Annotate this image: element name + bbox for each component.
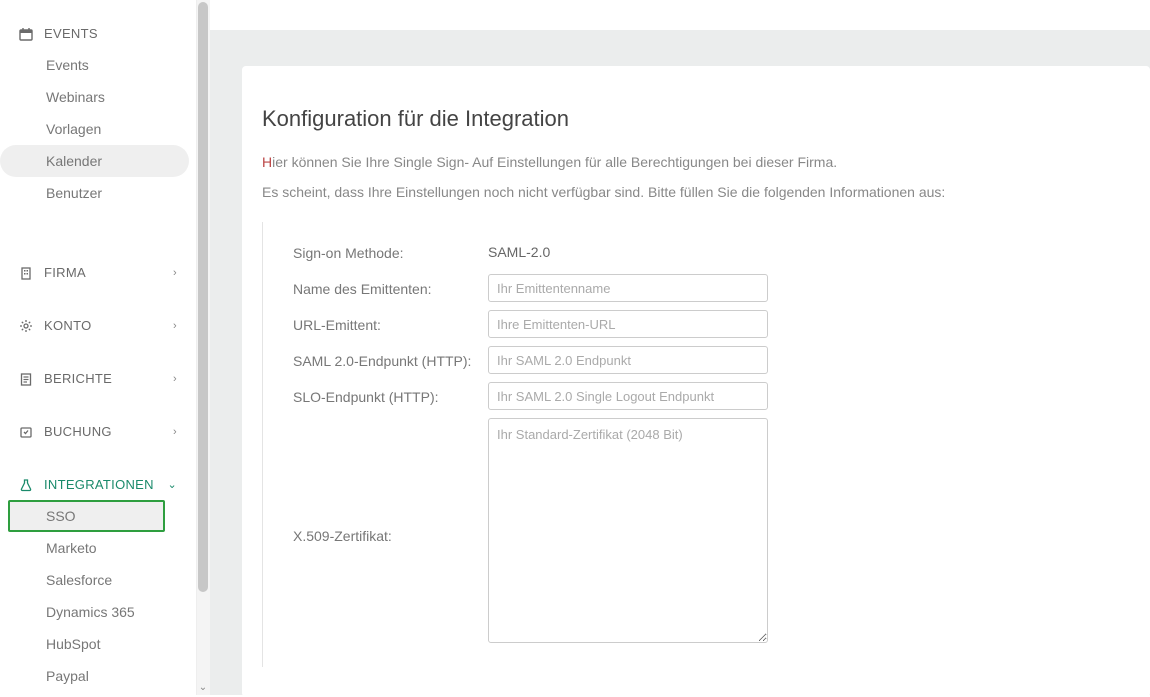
report-icon	[18, 372, 34, 386]
gear-icon	[18, 319, 34, 333]
booking-icon	[18, 425, 34, 439]
row-issuer-url: URL-Emittent:	[293, 310, 1042, 338]
chevron-right-icon: ›	[173, 373, 177, 385]
flask-icon	[18, 478, 34, 492]
nav-section-integrationen[interactable]: INTEGRATIONEN ⌄	[0, 469, 195, 500]
page-title: Konfiguration für die Integration	[262, 106, 1130, 132]
sidebar-item-label: HubSpot	[46, 636, 100, 652]
input-slo-endpoint[interactable]	[488, 382, 768, 410]
sidebar-item-events[interactable]: Events	[0, 49, 195, 81]
nav-section-buchung-label: BUCHUNG	[44, 424, 169, 439]
sidebar-item-label: Paypal	[46, 668, 89, 684]
nav-section-konto[interactable]: KONTO ›	[0, 310, 195, 341]
sidebar-item-label: Events	[46, 57, 89, 73]
sidebar-item-label: Benutzer	[46, 185, 102, 201]
sidebar-item-hubspot[interactable]: HubSpot	[0, 628, 195, 660]
sso-form: Sign-on Methode: SAML-2.0 Name des Emitt…	[262, 222, 1042, 667]
input-issuer-name[interactable]	[488, 274, 768, 302]
sidebar-item-label: Vorlagen	[46, 121, 101, 137]
page-desc-1: Hier können Sie Ihre Single Sign- Auf Ei…	[262, 154, 1130, 170]
sidebar-container: EVENTS Events Webinars Vorlagen Kalender…	[0, 0, 210, 695]
nav-section-firma-label: FIRMA	[44, 265, 169, 280]
sidebar-item-salesforce[interactable]: Salesforce	[0, 564, 195, 596]
sidebar-item-label: SSO	[46, 508, 76, 524]
row-signon-method: Sign-on Methode: SAML-2.0	[293, 238, 1042, 266]
sidebar-item-paypal[interactable]: Paypal	[0, 660, 195, 692]
input-issuer-url[interactable]	[488, 310, 768, 338]
textarea-cert[interactable]	[488, 418, 768, 643]
main-area: Konfiguration für die Integration Hier k…	[210, 0, 1150, 695]
page-desc-2: Es scheint, dass Ihre Einstellungen noch…	[262, 184, 1130, 200]
sidebar-item-label: Salesforce	[46, 572, 112, 588]
sidebar-item-kalender[interactable]: Kalender	[0, 145, 189, 177]
building-icon	[18, 266, 34, 280]
label-saml-endpoint: SAML 2.0-Endpunkt (HTTP):	[293, 351, 488, 369]
sidebar-scrollbar-track[interactable]: ⌄	[196, 0, 210, 695]
row-slo-endpoint: SLO-Endpunkt (HTTP):	[293, 382, 1042, 410]
sidebar-item-sso[interactable]: SSO	[8, 500, 165, 532]
nav-section-events[interactable]: EVENTS	[0, 18, 195, 49]
label-issuer-url: URL-Emittent:	[293, 315, 488, 333]
nav-section-berichte-label: BERICHTE	[44, 371, 169, 386]
sidebar-item-label: Dynamics 365	[46, 604, 135, 620]
chevron-down-icon: ⌄	[167, 478, 177, 491]
input-saml-endpoint[interactable]	[488, 346, 768, 374]
label-cert: X.509-Zertifikat:	[293, 418, 488, 544]
value-signon-method: SAML-2.0	[488, 244, 550, 260]
label-issuer-name: Name des Emittenten:	[293, 279, 488, 297]
label-slo-endpoint: SLO-Endpunkt (HTTP):	[293, 387, 488, 405]
sidebar-item-label: Webinars	[46, 89, 105, 105]
sidebar-item-label: Marketo	[46, 540, 97, 556]
sidebar-item-webinars[interactable]: Webinars	[0, 81, 195, 113]
nav-section-konto-label: KONTO	[44, 318, 169, 333]
nav-section-events-label: EVENTS	[44, 26, 177, 41]
sidebar-item-label: Kalender	[46, 153, 102, 169]
nav-integrationen-items: SSO Marketo Salesforce Dynamics 365 HubS…	[0, 500, 195, 692]
sidebar-item-marketo[interactable]: Marketo	[0, 532, 195, 564]
sidebar-item-benutzer[interactable]: Benutzer	[0, 177, 195, 209]
nav-section-integrationen-label: INTEGRATIONEN	[44, 477, 163, 492]
row-issuer-name: Name des Emittenten:	[293, 274, 1042, 302]
scroll-down-icon[interactable]: ⌄	[196, 681, 210, 695]
nav-section-berichte[interactable]: BERICHTE ›	[0, 363, 195, 394]
chevron-right-icon: ›	[173, 320, 177, 332]
config-card: Konfiguration für die Integration Hier k…	[242, 66, 1150, 697]
chevron-right-icon: ›	[173, 267, 177, 279]
nav-events-items: Events Webinars Vorlagen Kalender Benutz…	[0, 49, 195, 209]
label-signon-method: Sign-on Methode:	[293, 243, 488, 261]
row-saml-endpoint: SAML 2.0-Endpunkt (HTTP):	[293, 346, 1042, 374]
nav-section-firma[interactable]: FIRMA ›	[0, 257, 195, 288]
sidebar: EVENTS Events Webinars Vorlagen Kalender…	[0, 0, 195, 695]
row-cert: X.509-Zertifikat:	[293, 418, 1042, 643]
calendar-icon	[18, 27, 34, 41]
chevron-right-icon: ›	[173, 426, 177, 438]
sidebar-item-dynamics365[interactable]: Dynamics 365	[0, 596, 195, 628]
sidebar-scrollbar-thumb[interactable]	[198, 2, 208, 592]
nav-section-buchung[interactable]: BUCHUNG ›	[0, 416, 195, 447]
sidebar-item-vorlagen[interactable]: Vorlagen	[0, 113, 195, 145]
